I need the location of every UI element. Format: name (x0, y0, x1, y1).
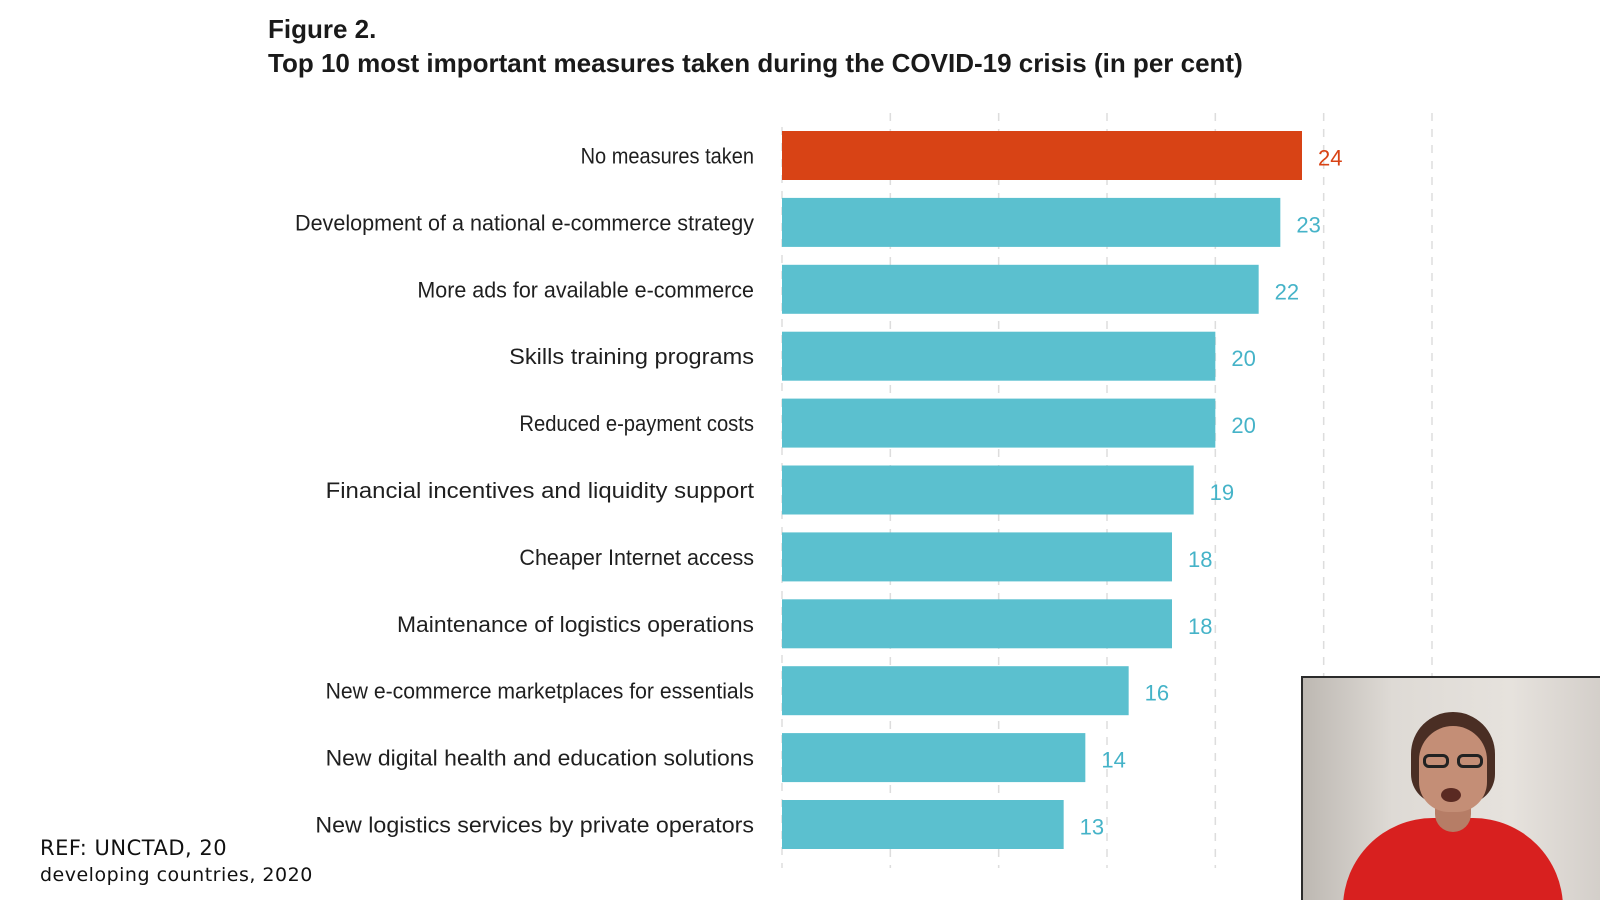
category-label: Maintenance of logistics operations (397, 612, 754, 637)
category-label: New digital health and education solutio… (326, 746, 754, 771)
bar (782, 465, 1194, 515)
value-label: 19 (1210, 480, 1234, 505)
bar (782, 398, 1216, 448)
bar (782, 197, 1281, 247)
value-label: 13 (1080, 815, 1104, 840)
value-label: 18 (1188, 614, 1212, 639)
reference-line-1: REF: UNCTAD, 20 (40, 836, 228, 860)
figure-title: Top 10 most important measures taken dur… (268, 48, 1243, 78)
value-label: 24 (1318, 146, 1342, 171)
reference-line-2: developing countries, 2020 (40, 864, 313, 886)
presenter-mouth (1441, 788, 1461, 802)
presenter-glasses (1421, 754, 1485, 770)
value-label: 23 (1296, 212, 1320, 237)
value-label: 16 (1145, 681, 1169, 706)
value-label: 22 (1275, 279, 1299, 304)
bar (782, 532, 1172, 582)
category-label: Development of a national e-commerce str… (295, 210, 754, 235)
category-label: New logistics services by private operat… (315, 813, 754, 838)
value-label: 14 (1101, 748, 1125, 773)
value-label: 20 (1231, 413, 1255, 438)
reference-note: REF: UNCTAD, 20 developing countries, 20… (40, 834, 313, 888)
figure-label: Figure 2. (268, 14, 377, 44)
category-label: Financial incentives and liquidity suppo… (326, 478, 754, 503)
category-label: More ads for available e-commerce (417, 277, 754, 302)
bar (782, 331, 1216, 381)
category-label: Reduced e-payment costs (519, 411, 754, 436)
bar (782, 800, 1064, 849)
category-label: Cheaper Internet access (519, 545, 754, 570)
bar (782, 666, 1129, 716)
category-label: New e-commerce marketplaces for essentia… (326, 679, 754, 704)
category-label: No measures taken (581, 144, 754, 169)
presenter-webcam[interactable] (1301, 676, 1600, 900)
bar (782, 131, 1302, 180)
bar (782, 599, 1172, 649)
bar (782, 264, 1259, 314)
figure-heading: Figure 2. Top 10 most important measures… (268, 12, 1243, 80)
category-label: Skills training programs (509, 344, 754, 369)
bar (782, 733, 1086, 783)
value-label: 18 (1188, 547, 1212, 572)
value-label: 20 (1231, 346, 1255, 371)
